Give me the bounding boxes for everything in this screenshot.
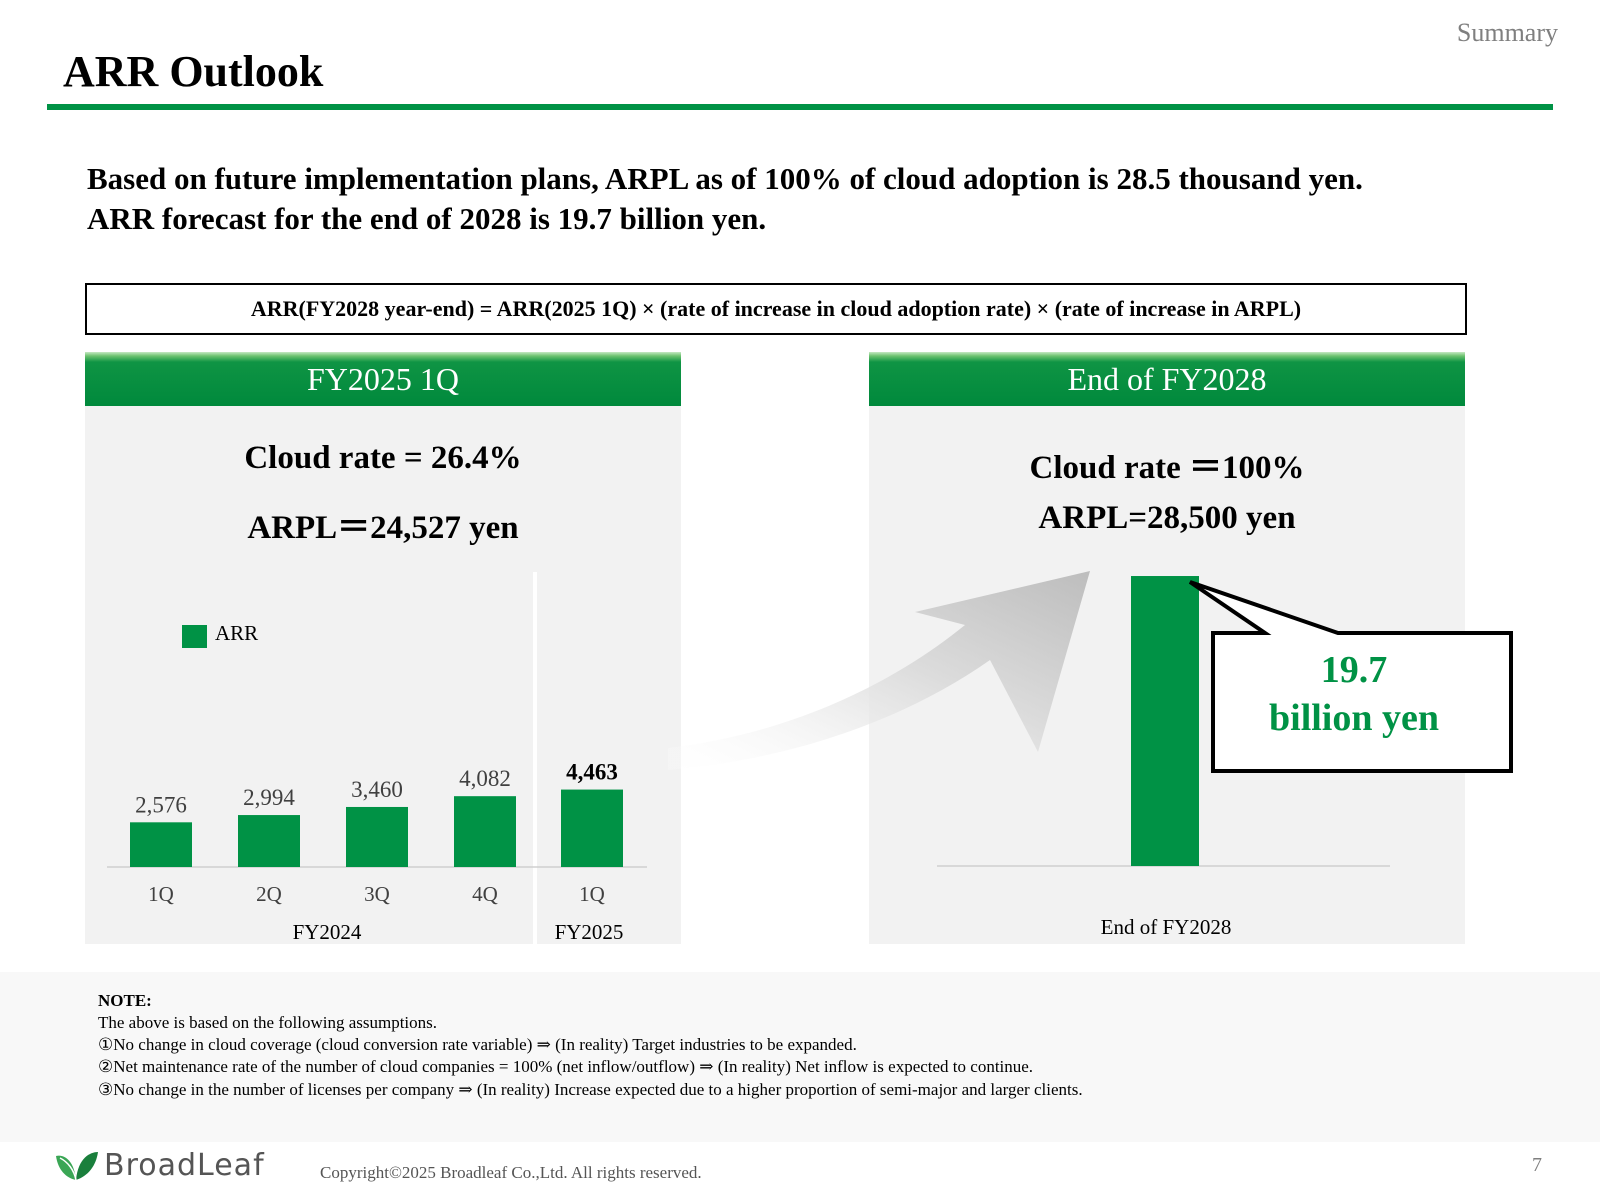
panel-header-left: FY2025 1Q xyxy=(85,352,681,406)
category-label-3: 4Q xyxy=(472,882,498,906)
right-category-label: End of FY2028 xyxy=(1101,915,1232,939)
category-label-0: 1Q xyxy=(148,882,174,906)
copyright-text: Copyright©2025 Broadleaf Co.,Ltd. All ri… xyxy=(320,1163,702,1182)
bar-value-label-3: 4,082 xyxy=(459,766,511,791)
right-cloud-rate: Cloud rate ＝100% xyxy=(1029,450,1305,486)
group-label-fy2024: FY2024 xyxy=(293,920,362,944)
note-title: NOTE: xyxy=(98,991,152,1010)
bar-value-label-0: 2,576 xyxy=(135,792,187,817)
callout-value: 19.7 xyxy=(1320,649,1388,691)
note-item-1: ①No change in cloud coverage (cloud conv… xyxy=(98,1035,857,1054)
legend-label: ARR xyxy=(215,621,258,645)
bar-arr-3 xyxy=(454,796,516,867)
fiscal-year-separator xyxy=(533,572,537,944)
note-intro: The above is based on the following assu… xyxy=(98,1013,438,1032)
note-item-3: ③No change in the number of licenses per… xyxy=(98,1080,1083,1099)
logo-text: BroadLeaf xyxy=(104,1148,265,1183)
bar-value-label-4: 4,463 xyxy=(566,760,618,785)
bar-arr-2 xyxy=(346,806,408,867)
formula-box: ARR(FY2028 year-end) = ARR(2025 1Q) × (r… xyxy=(85,283,1467,335)
growth-arrow xyxy=(668,571,1090,770)
arr-quarterly-chart: ARR FY2024 FY2025 2,576 1Q 2,994 2Q 3,460 3Q 4… xyxy=(107,621,647,944)
formula-text: ARR(FY2028 year-end) = ARR(2025 1Q) × (r… xyxy=(250,296,1302,321)
page-number: 7 xyxy=(1532,1154,1542,1176)
headline-line-2: ARR forecast for the end of 2028 is 19.7… xyxy=(87,201,767,236)
group-label-fy2025: FY2025 xyxy=(555,920,624,944)
callout-box xyxy=(1188,580,1513,773)
bar-arr-4 xyxy=(561,789,623,867)
broadleaf-logo: BroadLeaf xyxy=(54,1148,264,1189)
panel-header-right: End of FY2028 xyxy=(869,352,1465,406)
category-label-4: 1Q xyxy=(579,882,605,906)
headline-line-1: Based on future implementation plans, AR… xyxy=(87,161,1363,196)
left-cloud-rate: Cloud rate = 26.4% xyxy=(244,440,522,476)
bar-value-label-1: 2,994 xyxy=(243,785,295,810)
bar-arr-1 xyxy=(238,815,300,867)
notes-area xyxy=(0,972,1600,1142)
callout-text: 19.7 billion yen xyxy=(1214,646,1494,742)
arr-forecast-chart: End of FY2028 xyxy=(937,576,1390,939)
page-title: ARR Outlook xyxy=(63,47,324,96)
left-arpl: ARPL＝24,527 yen xyxy=(247,510,519,546)
bar-arr-0 xyxy=(130,822,192,867)
bar-value-label-2: 3,460 xyxy=(351,777,403,802)
section-label: Summary xyxy=(1456,18,1558,47)
callout-unit: billion yen xyxy=(1269,697,1439,739)
right-arpl: ARPL=28,500 yen xyxy=(1038,500,1296,536)
bar-forecast-2028 xyxy=(1131,576,1199,866)
category-label-1: 2Q xyxy=(256,882,282,906)
note-item-2: ②Net maintenance rate of the number of c… xyxy=(98,1057,1034,1076)
title-rule xyxy=(47,104,1553,110)
leaf-icon xyxy=(56,1152,98,1181)
legend-swatch xyxy=(182,625,207,648)
category-label-2: 3Q xyxy=(364,882,390,906)
